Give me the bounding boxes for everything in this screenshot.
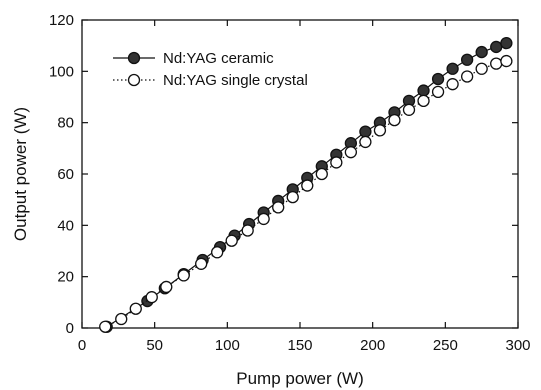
series-line [104, 60, 507, 328]
y-tick-label: 40 [57, 217, 74, 234]
data-point [460, 53, 474, 66]
data-point [490, 40, 503, 54]
data-point [129, 302, 142, 315]
data-point [417, 94, 430, 107]
x-tick-label: 100 [215, 337, 240, 354]
data-point [431, 85, 445, 99]
data-point [177, 269, 190, 282]
data-point [475, 62, 488, 75]
legend-label: Nd:YAG single crystal [163, 72, 308, 89]
data-point [359, 125, 372, 138]
y-tick-label: 80 [57, 115, 74, 132]
x-tick-label: 0 [78, 337, 86, 354]
data-point [257, 212, 270, 226]
y-axis-title: Output power (W) [11, 107, 30, 241]
x-tick-label: 300 [505, 337, 530, 354]
data-point [225, 234, 238, 247]
data-point [388, 113, 401, 127]
y-tick-label: 100 [49, 63, 74, 80]
data-point [446, 62, 459, 75]
data-point [272, 201, 285, 214]
x-axis-title: Pump power (W) [236, 369, 364, 388]
data-point [301, 179, 314, 192]
data-point [500, 36, 513, 50]
legend: Nd:YAG ceramic Nd:YAG single crystal [113, 50, 308, 89]
data-point [490, 57, 503, 70]
data-point [431, 72, 445, 86]
data-point [160, 280, 173, 294]
data-point [330, 156, 343, 169]
data-point [241, 224, 254, 237]
data-point [417, 84, 430, 97]
data-point [344, 146, 358, 159]
data-point [359, 135, 372, 149]
data-point [99, 320, 112, 333]
data-point [315, 167, 328, 181]
y-tick-label: 20 [57, 269, 74, 286]
axes: 0 50 100 150 200 250 300 0 20 40 60 80 100 120 [49, 12, 531, 354]
plot-series [99, 36, 513, 333]
data-point [211, 246, 224, 259]
legend-label: Nd:YAG ceramic [163, 50, 274, 67]
data-point [475, 45, 488, 59]
data-point [145, 291, 158, 304]
series-2 [99, 54, 513, 333]
data-point [115, 312, 128, 326]
data-point [460, 70, 474, 83]
data-point [195, 257, 208, 270]
legend-marker [127, 73, 141, 87]
x-tick-label: 250 [433, 337, 458, 354]
x-tick-label: 150 [287, 337, 312, 354]
data-point [500, 54, 513, 68]
y-tick-label: 60 [57, 166, 74, 183]
data-point [373, 124, 387, 137]
data-point [402, 103, 416, 116]
x-tick-label: 200 [360, 337, 385, 354]
y-tick-label: 120 [49, 12, 74, 29]
legend-marker [127, 51, 141, 65]
data-point [446, 78, 459, 91]
y-tick-label: 0 [66, 320, 74, 337]
data-point [286, 190, 299, 204]
x-tick-label: 50 [146, 337, 163, 354]
